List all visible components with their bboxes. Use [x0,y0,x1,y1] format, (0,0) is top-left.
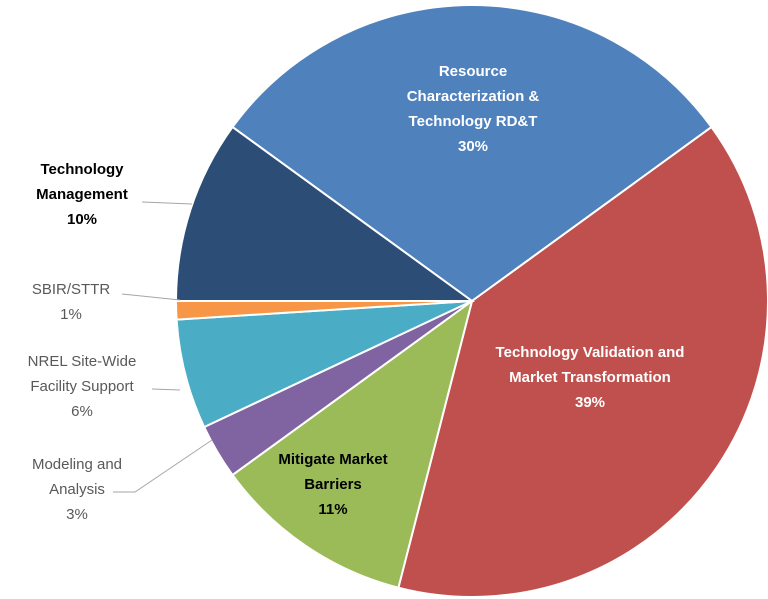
slice-percent: 3% [66,506,88,523]
slice-name: Technology Validation and Market Transfo… [495,344,685,386]
slice-name: Modeling and Analysis [31,456,123,498]
slice-percent: 1% [60,306,82,323]
slice-percent: 39% [574,394,606,411]
slice-name: SBIR/STTR [31,281,111,298]
slice-label: SBIR/STTR 1% [16,277,126,327]
slice-label: NREL Site-Wide Facility Support 6% [7,349,157,424]
pie-slice [231,298,474,589]
pie-slice [174,125,476,302]
slice-name: NREL Site-Wide Facility Support [27,353,137,395]
leader-line [151,388,181,391]
pie-slice [231,4,713,303]
pie-slice [397,125,768,598]
slice-label: Mitigate Market Barriers 11% [258,447,408,522]
leader-line [141,201,193,205]
slice-percent: 11% [318,501,348,518]
slice-label: Modeling and Analysis 3% [12,452,142,527]
leader-line [113,439,213,493]
slice-label: Technology Management 10% [20,157,145,232]
slice-percent: 30% [457,138,489,155]
slice-percent: 10% [66,211,98,228]
slice-label: Resource Characterization & Technology R… [388,59,558,159]
slice-name: Resource Characterization & Technology R… [406,63,540,130]
leader-line [121,293,181,301]
slice-name: Mitigate Market Barriers [278,451,388,493]
slice-percent: 6% [71,403,93,420]
slice-label: Technology Validation and Market Transfo… [488,340,693,415]
slice-name: Technology Management [36,161,128,203]
